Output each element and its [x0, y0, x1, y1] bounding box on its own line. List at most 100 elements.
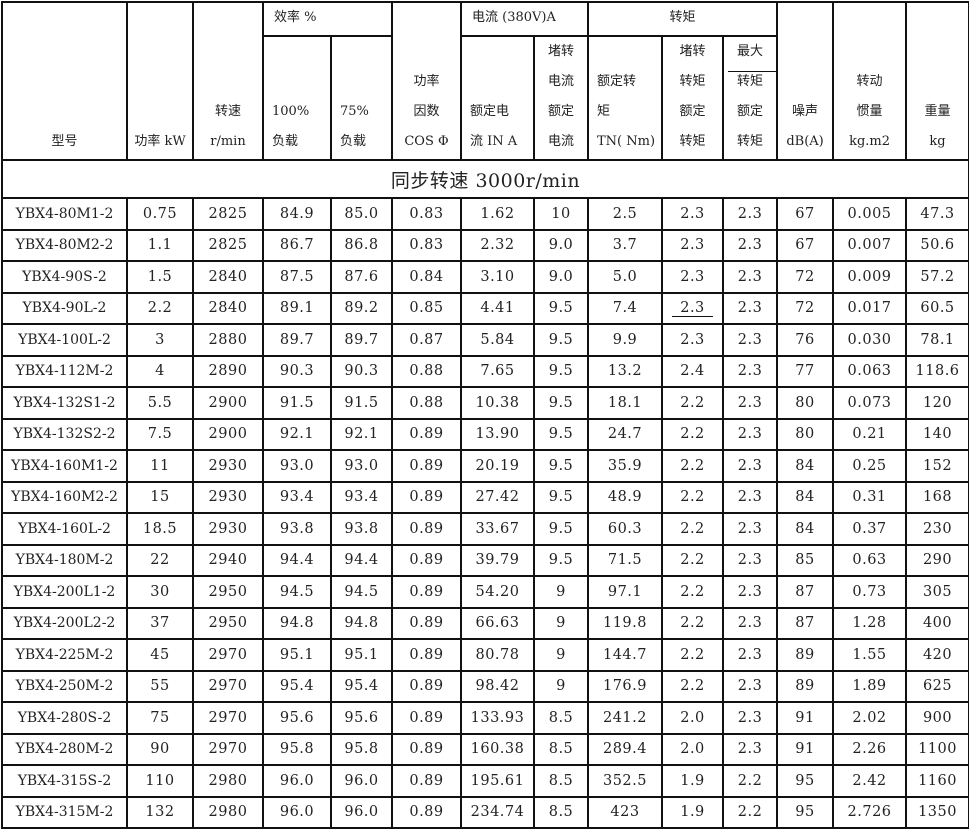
table-row: YBX4-132S1-2 5.5 2900 91.5 91.5 0.88 10.38 9.5 1… [1, 386, 969, 420]
cell-locked-current: 9 [533, 606, 589, 640]
cell-power: 1.5 [126, 260, 194, 294]
table-row: YBX4-90S-2 1.5 2840 87.5 87.6 0.84 3.10 9.0 5.0 2… [1, 260, 969, 294]
cell-weight: 168 [905, 480, 969, 514]
cell-locked-torque: 2.2 [661, 638, 724, 672]
cell-eff-100: 95.6 [262, 701, 332, 735]
cell-power-factor: 0.88 [391, 354, 462, 388]
cell-model: YBX4-160M2-2 [1, 480, 128, 514]
cell-noise: 95 [776, 764, 835, 798]
table-row: YBX4-160M2-2 15 2930 93.4 93.4 0.89 27.42 9.5 48… [1, 480, 969, 514]
cell-speed: 2970 [192, 701, 264, 735]
table-row: YBX4-225M-2 45 2970 95.1 95.1 0.89 80.78 9 144.7… [1, 638, 969, 672]
cell-power: 0.75 [126, 197, 194, 231]
cell-inertia: 0.063 [832, 354, 908, 388]
cell-noise: 91 [776, 701, 835, 735]
cell-rated-torque: 176.9 [587, 669, 663, 703]
cell-eff-75: 85.0 [330, 197, 393, 231]
cell-locked-current: 9.5 [533, 323, 589, 357]
cell-model: YBX4-200L1-2 [1, 575, 128, 609]
cell-rated-current: 234.74 [460, 795, 535, 829]
cell-inertia: 2.42 [832, 764, 908, 798]
cell-model: YBX4-132S2-2 [1, 417, 128, 451]
cell-rated-current: 195.61 [460, 764, 535, 798]
cell-noise: 72 [776, 291, 835, 325]
cell-noise: 87 [776, 575, 835, 609]
cell-speed: 2930 [192, 449, 264, 483]
cell-rated-current: 80.78 [460, 638, 535, 672]
cell-rated-torque: 13.2 [587, 354, 663, 388]
cell-rated-torque: 2.5 [587, 197, 663, 231]
cell-power: 75 [126, 701, 194, 735]
cell-rated-current: 39.79 [460, 543, 535, 577]
cell-weight: 625 [905, 669, 969, 703]
cell-eff-75: 95.1 [330, 638, 393, 672]
cell-locked-torque: 2.2 [661, 543, 724, 577]
cell-locked-current: 9.0 [533, 228, 589, 262]
cell-power-factor: 0.83 [391, 228, 462, 262]
cell-speed: 2980 [192, 795, 264, 829]
header-weight: 重量 kg [905, 1, 969, 161]
cell-inertia: 0.25 [832, 449, 908, 483]
cell-eff-75: 95.6 [330, 701, 393, 735]
cell-speed: 2970 [192, 669, 264, 703]
cell-rated-torque: 18.1 [587, 386, 663, 420]
table-row: YBX4-315S-2 110 2980 96.0 96.0 0.89 195.61 8.5 3… [1, 764, 969, 798]
cell-locked-torque: 2.2 [661, 480, 724, 514]
cell-rated-current: 3.10 [460, 260, 535, 294]
cell-eff-100: 95.4 [262, 669, 332, 703]
cell-max-torque: 2.3 [721, 228, 779, 262]
cell-noise: 91 [776, 732, 835, 766]
cell-power: 2.2 [126, 291, 194, 325]
cell-rated-torque: 289.4 [587, 732, 663, 766]
cell-inertia: 0.009 [832, 260, 908, 294]
cell-inertia: 0.21 [832, 417, 908, 451]
cell-speed: 2930 [192, 512, 264, 546]
cell-model: YBX4-250M-2 [1, 669, 128, 703]
cell-power-factor: 0.89 [391, 638, 462, 672]
cell-locked-torque: 1.9 [661, 795, 724, 829]
table-row: YBX4-132S2-2 7.5 2900 92.1 92.1 0.89 13.90 9.5 2… [1, 417, 969, 451]
cell-max-torque: 2.3 [721, 386, 779, 420]
cell-rated-torque: 71.5 [587, 543, 663, 577]
header-power: 功率 kW [126, 1, 194, 161]
cell-speed: 2890 [192, 354, 264, 388]
cell-rated-current: 1.62 [460, 197, 535, 231]
cell-eff-100: 96.0 [262, 764, 332, 798]
cell-rated-torque: 5.0 [587, 260, 663, 294]
cell-locked-torque: 2.2 [661, 669, 724, 703]
cell-eff-100: 84.9 [262, 197, 332, 231]
cell-power-factor: 0.89 [391, 701, 462, 735]
cell-speed: 2980 [192, 764, 264, 798]
cell-inertia: 0.005 [832, 197, 908, 231]
cell-power-factor: 0.89 [391, 606, 462, 640]
cell-noise: 72 [776, 260, 835, 294]
cell-max-torque: 2.2 [721, 795, 779, 829]
cell-power: 7.5 [126, 417, 194, 451]
cell-eff-75: 94.5 [330, 575, 393, 609]
cell-rated-torque: 144.7 [587, 638, 663, 672]
cell-eff-75: 96.0 [330, 795, 393, 829]
cell-max-torque: 2.3 [721, 449, 779, 483]
cell-locked-current: 9.5 [533, 543, 589, 577]
cell-power: 30 [126, 575, 194, 609]
cell-rated-current: 5.84 [460, 323, 535, 357]
header-locked-torque: 堵转 转矩 额定 转矩 [661, 35, 724, 161]
cell-max-torque: 2.3 [721, 512, 779, 546]
cell-inertia: 1.28 [832, 606, 908, 640]
cell-weight: 1160 [905, 764, 969, 798]
cell-inertia: 2.02 [832, 701, 908, 735]
cell-model: YBX4-100L-2 [1, 323, 128, 357]
cell-locked-current: 8.5 [533, 795, 589, 829]
cell-power-factor: 0.89 [391, 764, 462, 798]
cell-inertia: 2.726 [832, 795, 908, 829]
cell-noise: 95 [776, 795, 835, 829]
table-row: YBX4-112M-2 4 2890 90.3 90.3 0.88 7.65 9.5 13.2 2… [1, 354, 969, 388]
cell-locked-torque: 2.2 [661, 575, 724, 609]
table-row: YBX4-315M-2 132 2980 96.0 96.0 0.89 234.74 8.5 4… [1, 795, 969, 829]
cell-rated-current: 66.63 [460, 606, 535, 640]
cell-power: 3 [126, 323, 194, 357]
cell-power: 37 [126, 606, 194, 640]
cell-eff-75: 95.4 [330, 669, 393, 703]
cell-model: YBX4-90S-2 [1, 260, 128, 294]
cell-speed: 2950 [192, 606, 264, 640]
